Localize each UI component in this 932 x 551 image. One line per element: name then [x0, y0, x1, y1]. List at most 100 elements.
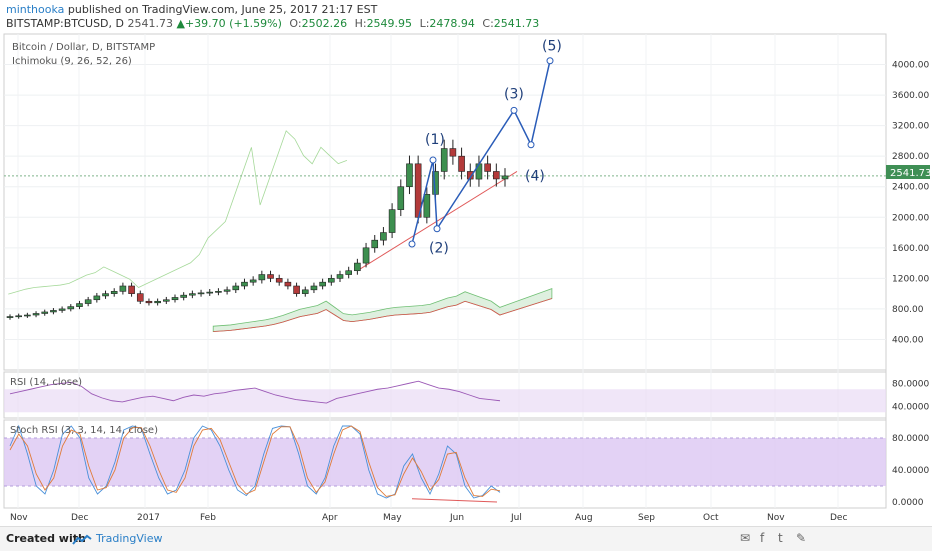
- facebook-icon[interactable]: f: [760, 531, 765, 545]
- elliott-wave: (1) (2) (3) (4) (5): [408, 39, 562, 257]
- last-price-tag-text: 2541.73: [890, 168, 931, 179]
- x-tick-label: Aug: [575, 513, 593, 523]
- candle: [440, 148, 448, 172]
- candle: [371, 239, 379, 249]
- close-value: 2541.73: [493, 17, 540, 30]
- tradingview-logo-icon: [72, 534, 92, 545]
- stoch-rsi-title: Stoch RSI (3, 3, 14, 14, close): [10, 425, 158, 436]
- candle: [388, 209, 396, 233]
- candle: [249, 279, 257, 283]
- candle: [275, 278, 283, 283]
- candle: [32, 313, 40, 316]
- wave-point: [527, 141, 535, 149]
- publish-line: minthooka published on TradingView.com, …: [6, 3, 377, 16]
- candles: [6, 139, 509, 320]
- x-tick-label: Dec: [830, 513, 847, 523]
- high-label: H:: [354, 17, 367, 30]
- candle: [58, 308, 66, 311]
- candle: [15, 315, 22, 318]
- symbol-label: BITSTAMP:BTCUSD, D: [6, 17, 124, 30]
- candle: [406, 163, 413, 188]
- candle: [93, 295, 101, 301]
- candle: [258, 274, 266, 281]
- twitter-icon[interactable]: t: [778, 531, 783, 545]
- author-link[interactable]: minthooka: [6, 3, 65, 16]
- stoch-tick-label: 40.0000: [892, 466, 929, 476]
- chat-icon[interactable]: ✎: [796, 531, 807, 545]
- rsi-line: [9, 380, 501, 404]
- share-icon[interactable]: ✉: [740, 531, 751, 545]
- candle: [484, 163, 491, 172]
- up-arrow-icon: ▲: [176, 17, 185, 30]
- stoch-rsi-series: [4, 424, 886, 503]
- rsi-tick-label: 80.0000: [892, 380, 929, 390]
- candle: [328, 278, 335, 283]
- candle: [310, 285, 318, 291]
- candle: [102, 293, 109, 297]
- ohlc-line: BITSTAMP:BTCUSD, D 2541.73 ▲+39.70 (+1.5…: [6, 17, 539, 30]
- x-tick-label: Nov: [767, 513, 785, 523]
- y-tick-label: 3600.00: [892, 91, 929, 101]
- y-tick-label: 3200.00: [892, 122, 929, 132]
- high-value: 2549.95: [366, 17, 413, 30]
- stoch-k-line: [9, 424, 501, 499]
- ichimoku-cloud: [4, 130, 886, 332]
- candle: [466, 171, 474, 180]
- candle: [171, 297, 179, 301]
- candle: [76, 303, 83, 307]
- grid-lines: [4, 34, 886, 508]
- candle: [380, 232, 387, 241]
- wave-label: (5): [542, 39, 562, 55]
- price-chart[interactable]: (1) (2) (3) (4) (5) 4000.00 3600.00 3200.00 280…: [0, 0, 932, 526]
- candle: [423, 194, 431, 218]
- y-tick-label: 1600.00: [892, 244, 929, 254]
- candle: [267, 274, 274, 279]
- x-tick-label: Dec: [71, 513, 88, 523]
- candle: [24, 314, 31, 317]
- candle: [493, 171, 500, 180]
- candle: [67, 306, 75, 310]
- candle: [110, 291, 118, 294]
- stoch-divergence-line: [411, 498, 498, 503]
- footer: Created with TradingView ✉ f t ✎: [0, 526, 932, 551]
- candle: [449, 148, 457, 157]
- indicator-label: Ichimoku (9, 26, 52, 26): [12, 56, 132, 67]
- wave-label: (3): [504, 86, 524, 102]
- wave-point: [433, 225, 441, 233]
- main-pane: [3, 33, 887, 371]
- candle: [206, 291, 214, 294]
- candle: [84, 299, 92, 304]
- stoch-d-line: [9, 425, 501, 497]
- published-text: published on TradingView.com, June 25, 2…: [67, 3, 378, 16]
- low-label: L:: [419, 17, 430, 30]
- open-value: 2502.26: [301, 17, 348, 30]
- axes: 4000.00 3600.00 3200.00 2800.00 2400.00 2000.…: [10, 61, 929, 523]
- x-tick-label: May: [383, 513, 402, 523]
- y-tick-label: 2000.00: [892, 213, 929, 223]
- candle: [284, 281, 292, 287]
- x-tick-label: Feb: [200, 513, 216, 523]
- candle: [241, 281, 248, 287]
- rsi-band: [4, 389, 886, 413]
- candle: [319, 281, 326, 287]
- tradingview-brand[interactable]: TradingView: [96, 532, 163, 545]
- rsi-series: [4, 380, 886, 413]
- wave-point: [546, 57, 554, 65]
- candle: [458, 155, 465, 172]
- created-with-label: Created with: [6, 532, 86, 545]
- candle: [223, 289, 231, 292]
- candle: [50, 310, 57, 313]
- y-tick-label: 400.00: [892, 335, 924, 345]
- x-tick-label: Apr: [322, 513, 338, 523]
- rsi-title: RSI (14, close): [10, 377, 82, 388]
- chart-header: minthooka published on TradingView.com, …: [0, 0, 932, 34]
- stoch-tick-label: 0.0000: [892, 498, 924, 508]
- candle: [232, 285, 240, 291]
- wave-path: [411, 60, 551, 245]
- candle: [145, 300, 153, 304]
- candle: [197, 292, 205, 295]
- candle: [119, 285, 127, 292]
- last-price: 2541.73: [127, 17, 173, 30]
- x-tick-label: Oct: [703, 513, 719, 523]
- candle: [215, 291, 222, 293]
